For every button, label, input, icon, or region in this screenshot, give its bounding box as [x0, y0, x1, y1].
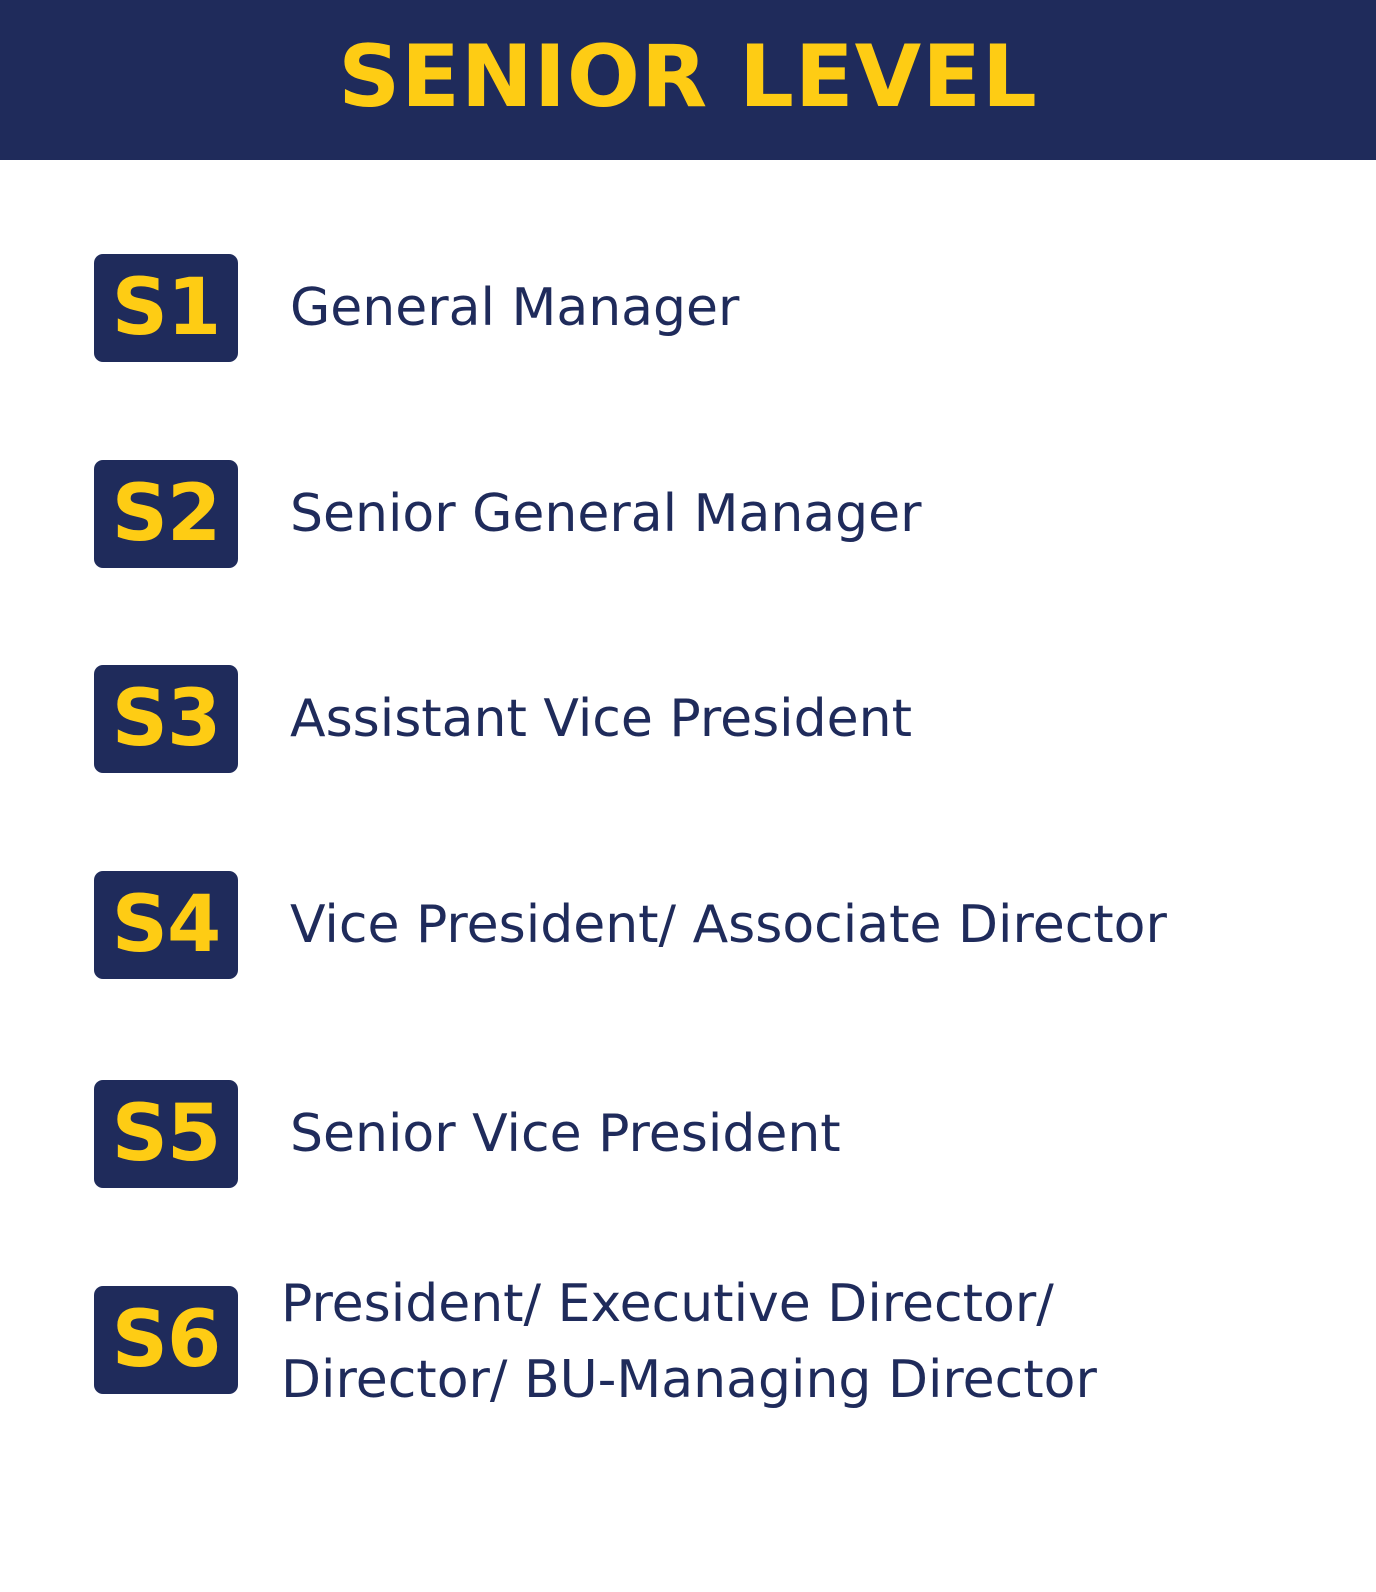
level-badge: S6 — [94, 1286, 238, 1394]
level-title: Senior Vice President — [290, 1104, 841, 1164]
level-row-s3: S3 Assistant Vice President — [0, 665, 1376, 773]
level-row-s1: S1 General Manager — [0, 254, 1376, 362]
level-row-s2: S2 Senior General Manager — [0, 460, 1376, 568]
level-row-s4: S4 Vice President/ Associate Director — [0, 871, 1376, 979]
level-title-line: President/ Executive Director/ — [281, 1274, 1054, 1334]
level-badge: S1 — [94, 254, 238, 362]
level-title: Vice President/ Associate Director — [290, 895, 1167, 955]
level-code: S2 — [111, 469, 221, 559]
level-title: President/ Executive Director/ Director/… — [281, 1266, 1097, 1418]
level-row-s6: S6 President/ Executive Director/ Direct… — [0, 1274, 1376, 1410]
level-code: S6 — [111, 1295, 221, 1385]
level-badge: S5 — [94, 1080, 238, 1188]
level-code: S4 — [111, 880, 221, 970]
level-code: S5 — [111, 1089, 221, 1179]
level-title: Senior General Manager — [290, 484, 922, 544]
level-title: Assistant Vice President — [290, 689, 912, 749]
level-badge: S3 — [94, 665, 238, 773]
level-code: S3 — [111, 674, 221, 764]
level-title: General Manager — [290, 278, 740, 338]
level-badge: S2 — [94, 460, 238, 568]
level-row-s5: S5 Senior Vice President — [0, 1080, 1376, 1188]
page-title: SENIOR LEVEL — [338, 27, 1038, 127]
level-badge: S4 — [94, 871, 238, 979]
header-banner: SENIOR LEVEL — [0, 0, 1376, 160]
level-title-line: Director/ BU-Managing Director — [281, 1350, 1097, 1410]
level-code: S1 — [111, 263, 221, 353]
